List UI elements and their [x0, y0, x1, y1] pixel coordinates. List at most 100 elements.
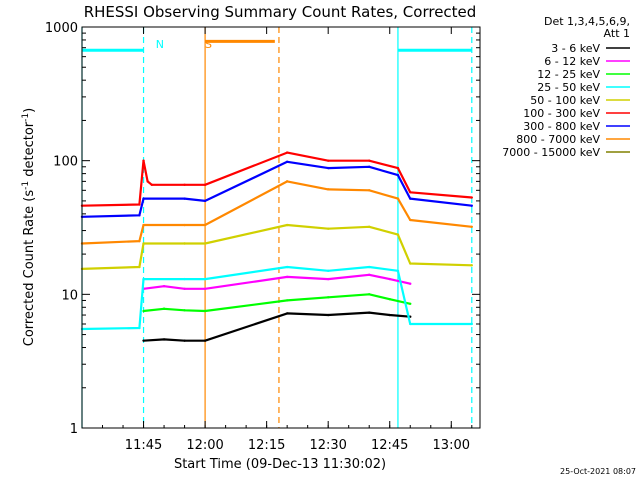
legend-label-3: 25 - 50 keV: [537, 81, 600, 94]
plot-frame: [81, 26, 481, 429]
data-point-0-3: [203, 339, 207, 342]
data-point-3-3: [183, 277, 186, 281]
data-point-5-8: [326, 159, 330, 162]
data-point-7-9: [409, 218, 412, 222]
data-point-4-9: [409, 262, 412, 265]
data-point-0-5: [326, 313, 330, 317]
data-point-2-8: [409, 302, 412, 305]
x-tick-label-5: 13:00: [433, 438, 470, 453]
y-axis-label-sup2: -1: [21, 113, 31, 122]
data-point-7-8: [396, 197, 400, 200]
data-point-5-7: [285, 151, 289, 154]
y-axis-label-part2: detector: [22, 121, 37, 181]
data-point-7-10: [470, 225, 473, 229]
series-line-4: [81, 223, 472, 270]
data-point-7-1: [138, 239, 141, 243]
data-point-5-12: [470, 196, 473, 199]
data-point-2-0: [142, 309, 145, 313]
data-point-4-3: [183, 242, 186, 245]
data-point-2-3: [203, 309, 207, 313]
x-tick-label-2: 12:15: [248, 438, 285, 453]
y-tick-label-0: 1: [70, 422, 78, 437]
data-point-5-4: [150, 183, 153, 186]
data-point-3-4: [203, 277, 207, 281]
data-point-6-8: [396, 173, 400, 177]
data-point-3-5: [285, 265, 289, 269]
data-point-7-2: [142, 223, 145, 227]
x-tick-label-3: 12:30: [309, 438, 346, 453]
x-tick-label-1: 12:00: [186, 438, 223, 453]
data-point-5-2: [142, 159, 145, 162]
data-point-6-6: [326, 166, 330, 170]
legend-header-line1: Det 1,3,4,5,6,9,: [544, 15, 630, 28]
data-point-4-7: [368, 225, 371, 229]
data-point-0-2: [183, 339, 186, 342]
data-point-5-5: [183, 183, 186, 186]
data-point-0-7: [388, 313, 391, 317]
legend-label-1: 6 - 12 keV: [544, 55, 600, 68]
annotation-s-1: S: [205, 38, 212, 51]
data-point-0-4: [285, 312, 289, 315]
series-line-3: [81, 265, 472, 331]
legend-label-8: 7000 - 15000 keV: [502, 146, 600, 159]
legend-label-2: 12 - 25 keV: [537, 68, 600, 81]
y-axis-label-part1: Corrected Count Rate (s: [22, 190, 37, 347]
data-point-2-2: [183, 309, 186, 312]
data-point-2-6: [368, 293, 371, 296]
y-axis-label: Corrected Count Rate (s-1 detector-1): [21, 108, 37, 346]
data-point-2-4: [285, 299, 289, 302]
legend-label-4: 50 - 100 keV: [530, 94, 600, 107]
data-point-4-1: [138, 265, 141, 269]
data-point-2-5: [326, 296, 330, 299]
data-point-7-4: [203, 223, 207, 227]
data-point-7-6: [326, 188, 330, 191]
data-point-5-3: [146, 180, 149, 183]
data-point-1-1: [162, 285, 166, 288]
data-point-5-10: [396, 166, 400, 170]
data-point-7-3: [183, 223, 186, 227]
legend-label-7: 800 - 7000 keV: [516, 133, 600, 146]
data-point-0-6: [368, 311, 371, 314]
data-point-3-8: [396, 269, 400, 272]
data-point-6-2: [142, 197, 145, 200]
data-point-2-7: [388, 297, 391, 301]
series-line-0: [143, 311, 411, 342]
legend-label-6: 300 - 800 keV: [523, 120, 600, 133]
legend-label-0: 3 - 6 keV: [551, 42, 600, 55]
data-point-0-0: [142, 339, 145, 342]
data-point-6-4: [203, 199, 207, 203]
data-point-6-7: [368, 165, 371, 168]
annotation-n-0: N: [156, 38, 164, 51]
y-tick-label-1: 10: [61, 288, 78, 303]
data-point-4-8: [396, 233, 400, 236]
data-point-3-10: [470, 322, 473, 326]
data-point-4-5: [285, 223, 289, 227]
data-point-7-5: [285, 180, 289, 183]
data-point-6-3: [183, 197, 186, 200]
plot-area: N S 11:45 12:00 12:15 12:30 12:45 13:00 1 10 100 10…: [45, 21, 481, 453]
data-point-3-6: [326, 269, 330, 272]
data-point-1-8: [409, 282, 412, 285]
data-point-1-2: [183, 287, 186, 291]
series-line-1: [143, 273, 411, 290]
series-line-5: [81, 151, 472, 207]
data-point-1-7: [388, 277, 391, 281]
data-point-3-9: [409, 322, 412, 326]
data-point-4-2: [142, 242, 145, 245]
data-point-5-6: [203, 183, 207, 186]
x-tick-label-0: 11:45: [125, 438, 162, 453]
data-point-1-4: [285, 275, 289, 279]
y-tick-label-2: 100: [53, 155, 78, 170]
y-tick-label-3: 1000: [45, 21, 78, 36]
legend-header-line2: Att 1: [604, 27, 630, 40]
data-point-4-10: [470, 264, 473, 267]
data-point-1-3: [203, 287, 207, 291]
data-point-1-6: [368, 273, 371, 277]
y-axis-label-sup1: -1: [21, 181, 31, 190]
data-point-7-7: [368, 189, 371, 192]
plot-timestamp: 25-Oct-2021 08:07: [560, 467, 636, 476]
chart-title: RHESSI Observing Summary Count Rates, Co…: [84, 3, 477, 21]
data-point-5-9: [368, 159, 371, 162]
